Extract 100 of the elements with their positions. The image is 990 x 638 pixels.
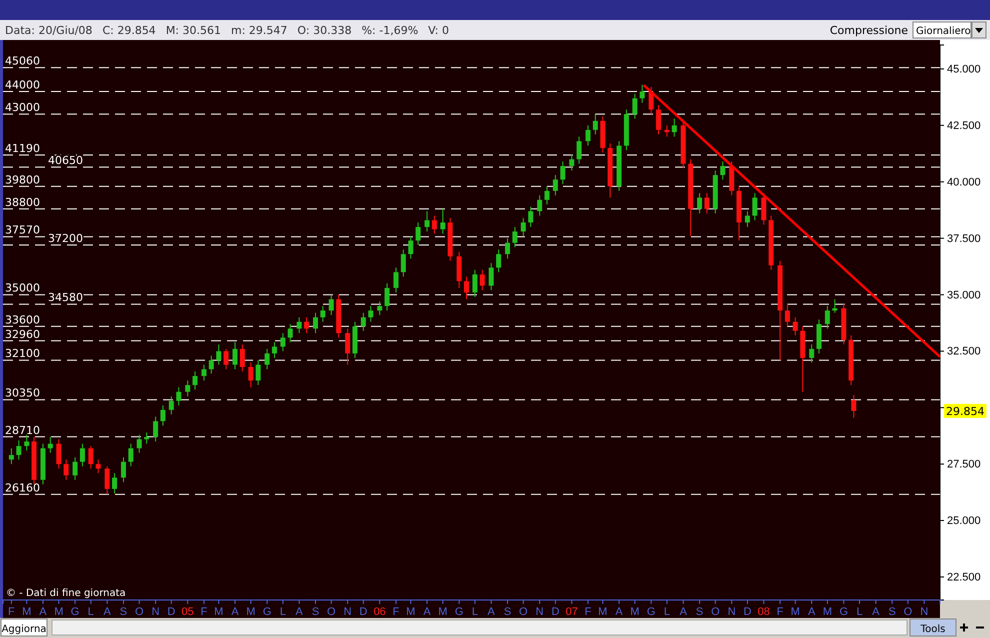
x-tick-label: O [134, 606, 144, 618]
candlestick [824, 306, 830, 330]
candlestick [586, 124, 591, 146]
candlestick [432, 215, 437, 234]
x-tick-label: M [214, 606, 224, 618]
x-tick-label: S [120, 606, 128, 618]
text: 29.854 [946, 404, 984, 418]
x-tick-label: N [344, 606, 352, 618]
candlestick [720, 161, 726, 180]
y-tick-label: 25.000 [947, 515, 981, 528]
x-tick-label: L [88, 606, 94, 618]
x-tick-label: G [262, 606, 272, 618]
candlestick [112, 472, 118, 494]
candlestick [153, 416, 158, 442]
x-tick-label: O [711, 606, 720, 618]
ref-line-label: 39800 [5, 173, 40, 186]
y-tick-label: 22.500 [947, 571, 981, 584]
candlestick [632, 93, 638, 120]
candlestick [394, 267, 399, 293]
ref-line-label: 41190 [5, 142, 40, 155]
ref-line-label: 37200 [48, 232, 83, 246]
candlestick [201, 364, 206, 382]
y-tick-label: 45.000 [947, 63, 981, 76]
x-tick-label: D [167, 606, 176, 618]
candlestick [416, 222, 421, 246]
ref-line-label: 40650 [48, 154, 83, 168]
candlestick [345, 328, 350, 366]
candlestick [496, 249, 502, 273]
x-tick-label: O [904, 606, 913, 618]
candlestick [440, 208, 446, 234]
candlestick [96, 459, 101, 474]
y-tick-label: 42.500 [947, 120, 981, 132]
candlestick [104, 466, 110, 495]
candlestick [792, 316, 798, 336]
x-tick-label: L [856, 606, 863, 618]
x-tick-label: G [646, 606, 656, 618]
candlestick [272, 342, 277, 358]
ref-line-label: 44000 [5, 78, 40, 92]
ref-line-label: 30350 [5, 386, 40, 400]
candlestick [656, 104, 662, 135]
candlestick [240, 344, 245, 372]
x-tick-label: A [488, 606, 496, 618]
ref-line-label: 43000 [5, 101, 40, 114]
candlestick [88, 446, 94, 470]
candlestick [16, 440, 22, 460]
candlestick [744, 210, 750, 228]
x-tick-label: O [519, 606, 528, 618]
x-tick-label: N [728, 606, 736, 618]
x-tick-label: 05 [182, 606, 194, 618]
x-tick-label: G [454, 606, 464, 618]
candlestick [320, 306, 326, 322]
candlestick [224, 348, 229, 370]
candlestick [368, 306, 374, 322]
x-tick-label: A [872, 606, 880, 618]
x-tick-label: F [8, 606, 16, 618]
x-tick-label: N [920, 606, 928, 618]
x-tick-label: M [406, 606, 416, 618]
x-tick-label: M [438, 606, 448, 618]
candlestick [80, 443, 85, 467]
ref-line-label: 32960 [5, 328, 40, 341]
x-tick-label: N [152, 606, 160, 618]
text: O: 30.338 [297, 24, 352, 37]
candlestick [512, 226, 518, 248]
candlestick [400, 249, 406, 278]
candlestick [296, 316, 302, 334]
x-tick-label: A [615, 606, 624, 618]
ref-line-label: 45060 [5, 54, 40, 68]
candlestick [592, 114, 598, 135]
ref-line-label: 28710 [5, 424, 40, 437]
candlestick [64, 459, 69, 480]
x-tick-label: S [696, 606, 704, 618]
candlestick [8, 448, 14, 465]
candlestick [576, 136, 582, 164]
button: Aggiorna [0, 618, 48, 636]
x-tick-label: A [104, 606, 112, 618]
x-tick-label: A [423, 606, 432, 618]
candlestick [464, 276, 469, 300]
candlestick [176, 386, 182, 406]
candlestick [328, 294, 334, 316]
candlestick [569, 154, 574, 172]
candlestick [168, 396, 174, 415]
annotation: © - Dati di fine giornata [6, 588, 126, 599]
candlestick [544, 186, 550, 205]
candlestick [480, 269, 485, 291]
ref-line-label: 34580 [48, 291, 83, 304]
candlestick [256, 360, 261, 386]
ref-line-label: 35000 [5, 282, 40, 295]
candlestick [704, 192, 710, 214]
y-tick-label: 32.500 [947, 346, 981, 358]
candlestick [304, 316, 310, 334]
x-tick-label: M [630, 606, 640, 618]
candlestick [408, 236, 414, 260]
x-tick-label: M [246, 606, 256, 618]
text: M: 30.561 [166, 24, 221, 37]
x-tick-label: A [680, 606, 688, 618]
candlestick [160, 404, 166, 426]
ref-line-label: 33600 [5, 313, 40, 326]
x-tick-label: N [536, 606, 544, 618]
candlestick [192, 370, 198, 390]
candlestick [128, 443, 134, 467]
